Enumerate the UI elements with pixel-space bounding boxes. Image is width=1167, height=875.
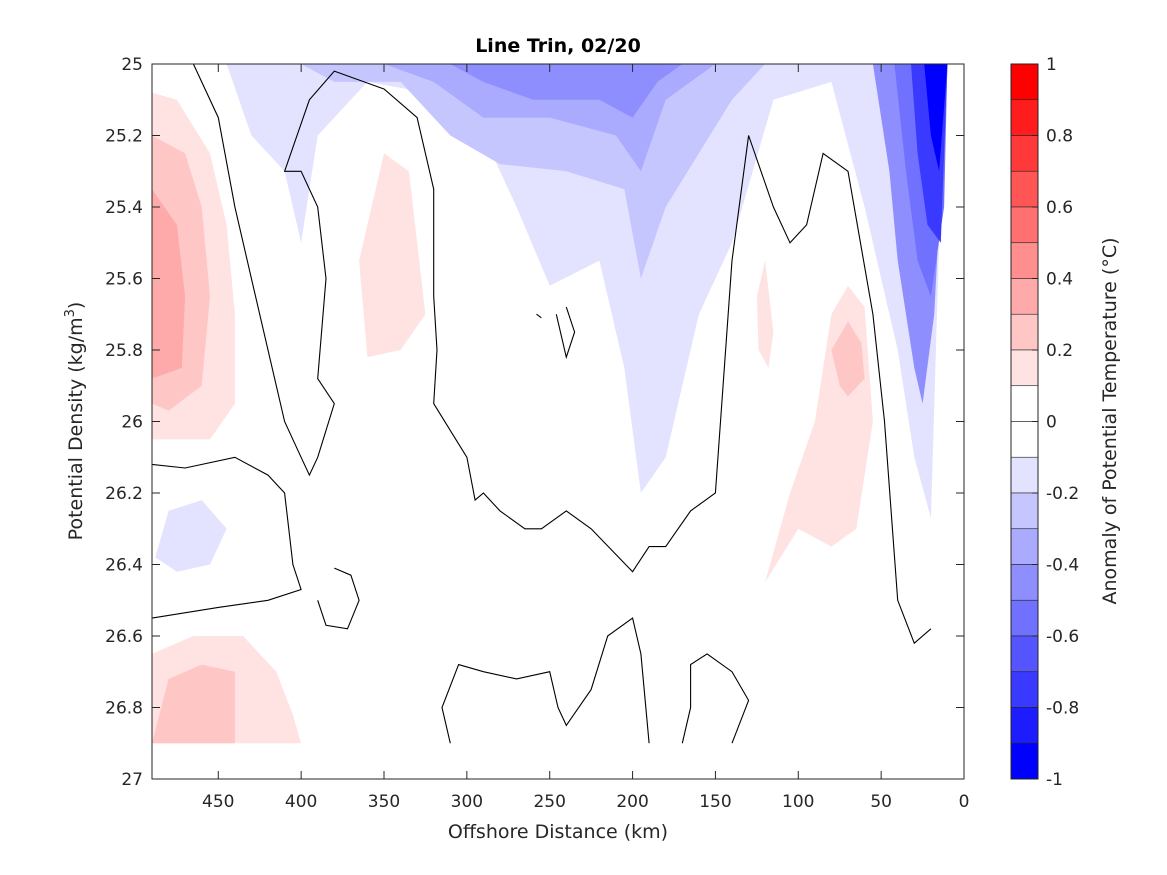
colorbar-swatch	[1010, 349, 1039, 387]
colorbar-swatch	[1010, 385, 1039, 422]
x-tick-label: 150	[699, 792, 731, 812]
y-tick-label: 25.8	[105, 341, 143, 361]
zero-contour-line-2	[152, 456, 302, 619]
colorbar-swatch	[1010, 528, 1039, 565]
colorbar-tick-label: -0.2	[1046, 484, 1079, 504]
contour-fill-pink-west-3	[152, 189, 186, 379]
colorbar-tick-label: -0.6	[1046, 627, 1079, 647]
colorbar-tick-label: -0.4	[1046, 556, 1079, 576]
colorbar-swatch	[1010, 421, 1039, 458]
colorbar-swatch	[1010, 742, 1039, 780]
y-tick-label: 25.2	[105, 127, 143, 147]
zero-contour-line-3	[555, 306, 576, 360]
zero-contour-line-7	[681, 653, 750, 744]
x-tick-label: 50	[870, 792, 892, 812]
y-axis-label-superscript: 3	[63, 309, 78, 317]
colorbar-swatch	[1010, 206, 1039, 244]
colorbar-tick-label: 0.6	[1046, 198, 1073, 218]
contour-lines	[152, 64, 932, 744]
colorbar-tick-label: 0.4	[1046, 270, 1073, 290]
x-tick-label: 0	[959, 792, 970, 812]
x-tick-label: 100	[782, 792, 814, 812]
contour-fill-blue-east-4	[924, 64, 948, 172]
colorbar-swatch	[1010, 313, 1039, 351]
y-axis: 25 25.2 25.4 25.6 25.8 26 26.2 26.4 26.6 26.8 27	[105, 55, 964, 790]
colorbar-swatch	[1010, 99, 1039, 136]
colorbar-swatch	[1010, 135, 1039, 172]
colorbar-swatch	[1010, 242, 1039, 279]
contour-fill-pink-mid	[359, 153, 426, 358]
y-tick-label: 27	[121, 770, 143, 790]
zero-contour-line-5	[317, 567, 360, 630]
y-tick-label: 25	[121, 55, 143, 75]
colorbar-tick-label: 0	[1046, 413, 1057, 433]
zero-contour-line-4	[536, 313, 542, 319]
y-tick-label: 26.4	[105, 556, 143, 576]
y-tick-label: 26.2	[105, 484, 143, 504]
colorbar-swatch	[1010, 671, 1039, 708]
contour-fill-pink-east-2	[831, 321, 865, 397]
x-axis: 450 400 350 300 250 200 150 100 50 0	[202, 64, 969, 812]
colorbar-swatch	[1010, 564, 1039, 601]
colorbar-label: Anomaly of Potential Temperature (°C)	[1099, 238, 1121, 605]
y-axis-label-main: Potential Density (kg/m	[65, 317, 87, 540]
filled-contours	[152, 64, 948, 744]
colorbar-tick-label: -1	[1046, 770, 1063, 790]
colorbar-swatch	[1010, 278, 1039, 315]
colorbar-swatch	[1010, 63, 1039, 101]
colorbar-tick-label: -0.8	[1046, 699, 1079, 719]
y-tick-label: 26.6	[105, 627, 143, 647]
x-tick-label: 350	[368, 792, 400, 812]
contour-fill-blue-top-4	[450, 64, 683, 118]
colorbar-swatch	[1010, 492, 1039, 530]
x-tick-label: 400	[285, 792, 317, 812]
y-tick-label: 26.8	[105, 699, 143, 719]
colorbar-tick-label: 0.8	[1046, 127, 1073, 147]
x-tick-label: 200	[616, 792, 648, 812]
y-axis-label: Potential Density (kg/m3)	[63, 302, 87, 541]
contour-fill-pink-east-slim	[756, 260, 774, 368]
colorbar-swatch	[1010, 170, 1039, 208]
chart-title: Line Trin, 02/20	[475, 35, 641, 57]
y-axis-label-close: )	[65, 302, 87, 309]
colorbar-swatch	[1010, 707, 1039, 744]
x-tick-label: 250	[533, 792, 565, 812]
y-tick-label: 26	[121, 413, 143, 433]
colorbar-swatch	[1010, 635, 1039, 673]
colorbar-swatch	[1010, 456, 1039, 494]
zero-contour-line-1	[192, 64, 932, 645]
y-tick-label: 25.6	[105, 270, 143, 290]
contour-fill-pink-bottom-2	[152, 664, 235, 744]
x-tick-label: 300	[451, 792, 483, 812]
colorbar-tick-label: 1	[1046, 55, 1057, 75]
colorbar-swatch	[1010, 599, 1039, 637]
colorbar: 1 0.8 0.6 0.4 0.2 0 -0.2 -0.4 -0.6 -0.8 -1	[1010, 55, 1079, 790]
x-axis-label: Offshore Distance (km)	[448, 821, 668, 843]
y-tick-label: 25.4	[105, 198, 143, 218]
x-tick-label: 450	[202, 792, 234, 812]
contour-fill-blue-west-blob	[155, 500, 227, 572]
colorbar-tick-label: 0.2	[1046, 341, 1073, 361]
zero-contour-line-6	[441, 617, 650, 744]
